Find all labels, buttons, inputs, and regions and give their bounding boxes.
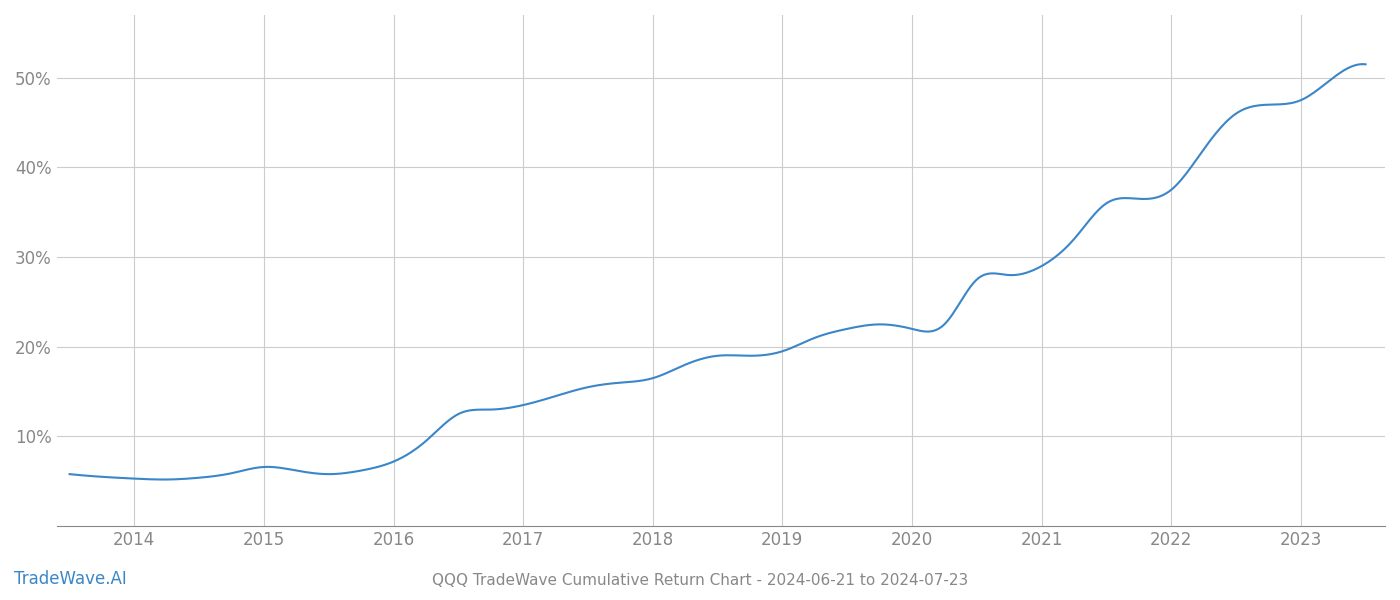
Text: QQQ TradeWave Cumulative Return Chart - 2024-06-21 to 2024-07-23: QQQ TradeWave Cumulative Return Chart - …: [431, 573, 969, 588]
Text: TradeWave.AI: TradeWave.AI: [14, 570, 127, 588]
